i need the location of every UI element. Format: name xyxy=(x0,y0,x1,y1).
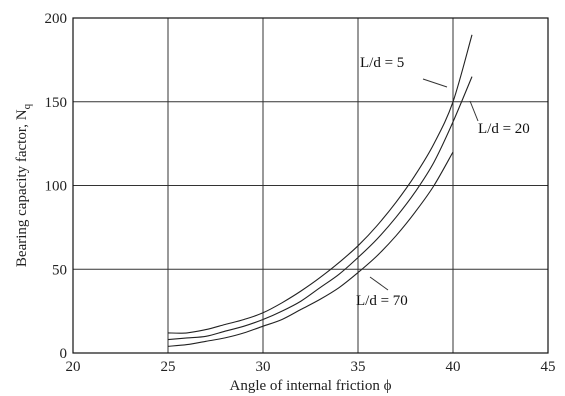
annotation-arrow-ld70 xyxy=(369,276,389,291)
y-tick-label-200: 200 xyxy=(45,11,68,27)
annotation-ld20: L/d = 20 xyxy=(478,121,530,137)
x-tick-label-35: 35 xyxy=(351,359,366,375)
x-axis-label: Angle of internal friction ϕ xyxy=(229,378,391,394)
annotation-arrow-ld5 xyxy=(422,78,448,88)
y-tick-label-100: 100 xyxy=(45,179,68,195)
series-line-1 xyxy=(167,34,473,334)
tick-labels: 20 25 30 35 40 45 0 50 100 150 200 xyxy=(45,11,556,375)
plot-frame xyxy=(72,17,549,354)
x-tick-label-40: 40 xyxy=(446,359,461,375)
x-tick-label-45: 45 xyxy=(541,359,556,375)
annotation-ld5: L/d = 5 xyxy=(360,55,404,71)
y-tick-label-150: 150 xyxy=(45,95,68,111)
annotations: L/d = 5 L/d = 20 L/d = 70 xyxy=(356,55,530,309)
x-tick-label-20: 20 xyxy=(66,359,81,375)
x-tick-label-25: 25 xyxy=(161,359,176,375)
y-axis-label-main: Bearing capacity factor, N xyxy=(14,109,30,267)
series-layer xyxy=(167,34,473,347)
annotation-ld70: L/d = 70 xyxy=(356,293,408,309)
annotation-arrow-ld20 xyxy=(469,100,479,122)
y-axis-label: Bearing capacity factor, Nq xyxy=(14,103,33,267)
y-tick-label-0: 0 xyxy=(60,346,68,362)
series-line-3 xyxy=(167,151,454,347)
y-tick-label-50: 50 xyxy=(52,262,67,278)
x-tick-label-30: 30 xyxy=(256,359,271,375)
grid-lines xyxy=(72,17,549,354)
series-line-2 xyxy=(167,76,473,341)
y-axis-label-subscript: q xyxy=(21,103,33,109)
